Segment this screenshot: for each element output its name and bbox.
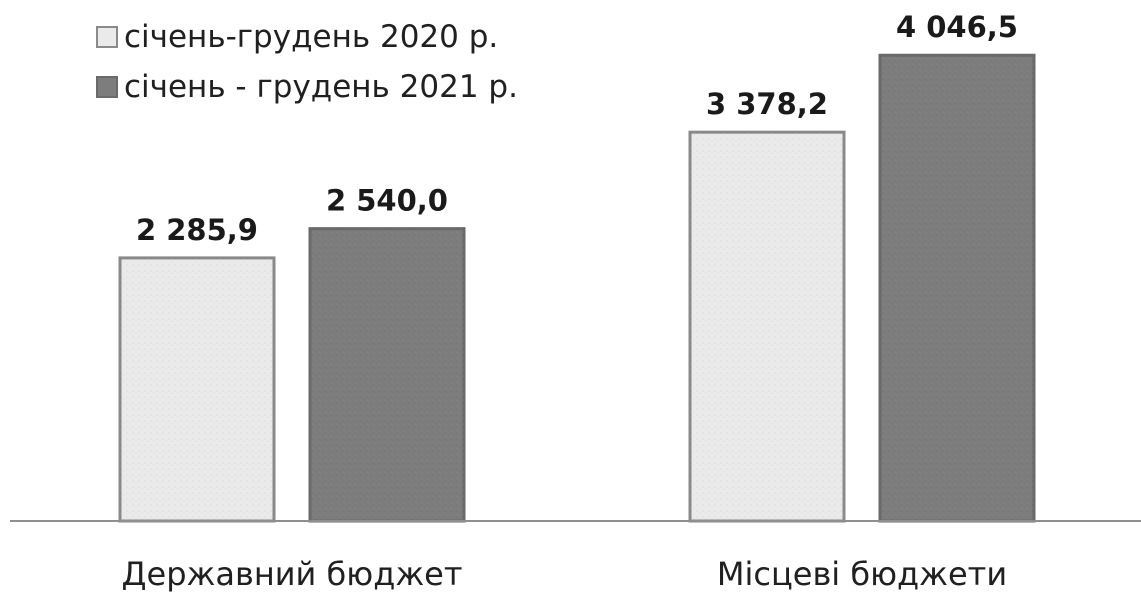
legend-swatch-2021	[96, 76, 118, 98]
bar-texture	[880, 55, 1034, 521]
value-label-2021-local: 4 046,5	[896, 10, 1018, 44]
legend-item-2020: січень-грудень 2020 р.	[96, 12, 518, 62]
bar-texture	[120, 257, 274, 521]
legend-label-2021: січень - грудень 2021 р.	[124, 69, 518, 105]
value-label-2020-state: 2 285,9	[136, 213, 258, 247]
bars	[118, 53, 1036, 523]
legend-label-2020: січень-грудень 2020 р.	[124, 19, 499, 55]
value-label-2020-local: 3 378,2	[706, 87, 828, 121]
value-label-2021-state: 2 540,0	[326, 184, 448, 218]
legend-item-2021: січень - грудень 2021 р.	[96, 62, 518, 112]
bar-texture	[310, 228, 464, 521]
bar-texture	[690, 132, 844, 521]
legend: січень-грудень 2020 р. січень - грудень …	[96, 12, 518, 112]
legend-swatch-2020	[96, 26, 118, 48]
category-labels: Державний бюджет Місцеві бюджети	[122, 555, 1008, 593]
category-label-local: Місцеві бюджети	[717, 555, 1007, 593]
value-labels: 2 285,9 2 540,0 3 378,2 4 046,5	[136, 10, 1018, 247]
category-label-state: Державний бюджет	[122, 555, 463, 593]
